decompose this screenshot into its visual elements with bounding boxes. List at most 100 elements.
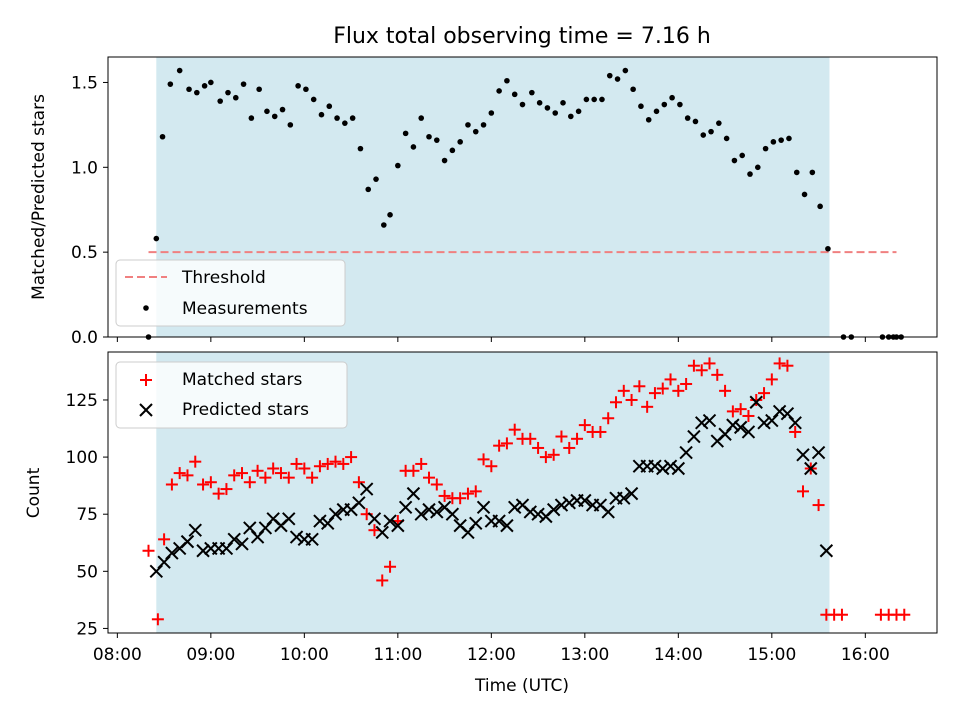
bottom-y-ticks: 25 50 75 100 125 bbox=[66, 391, 108, 639]
matched-star-point bbox=[726, 405, 739, 418]
predicted-star-point bbox=[508, 500, 522, 515]
predicted-star-point bbox=[562, 496, 576, 510]
measurement-point bbox=[418, 115, 425, 121]
predicted-star-point bbox=[188, 523, 202, 537]
measurement-point bbox=[575, 108, 582, 115]
matched-star-point bbox=[407, 464, 420, 477]
matched-star-point bbox=[781, 359, 794, 372]
predicted-stars-legend-marker bbox=[139, 403, 153, 417]
matched-star-point bbox=[251, 464, 264, 477]
matched-star-point bbox=[672, 384, 685, 397]
x-tick-label: 16:00 bbox=[841, 645, 890, 665]
predicted-star-point bbox=[282, 512, 296, 526]
measurement-point bbox=[778, 137, 784, 143]
predicted-star-point bbox=[694, 416, 709, 430]
matched-star-point bbox=[555, 430, 568, 443]
x-tick-label: 09:00 bbox=[186, 645, 235, 665]
x-tick-label: 11:00 bbox=[373, 645, 422, 665]
predicted-star-point bbox=[476, 500, 491, 515]
matched-star-point bbox=[609, 396, 622, 409]
x-tick-label: 08:00 bbox=[93, 645, 142, 665]
measurement-point bbox=[519, 101, 526, 108]
measurements-legend-marker bbox=[143, 305, 149, 311]
predicted-star-point bbox=[554, 498, 569, 512]
bottom-y-tick-label: 100 bbox=[66, 448, 98, 468]
measurement-point bbox=[583, 96, 590, 103]
predicted-star-point bbox=[648, 459, 662, 473]
measurement-point bbox=[754, 164, 761, 171]
top-legend-box bbox=[115, 259, 346, 327]
matched-star-point bbox=[648, 387, 661, 400]
matched-star-point bbox=[750, 393, 763, 406]
matched-star-point bbox=[212, 487, 225, 500]
measurement-point bbox=[653, 108, 660, 115]
bottom-y-tick-label: 125 bbox=[66, 391, 98, 411]
matched-star-point bbox=[477, 453, 490, 466]
matched-star-point bbox=[290, 457, 303, 470]
matched-star-point bbox=[633, 380, 646, 393]
matched-star-point bbox=[734, 403, 747, 416]
matched-star-point bbox=[165, 478, 178, 491]
measurement-point bbox=[402, 130, 409, 137]
predicted-star-point bbox=[733, 420, 748, 435]
measurement-point bbox=[225, 89, 231, 96]
measurement-point bbox=[747, 171, 753, 177]
measurement-point bbox=[630, 86, 636, 93]
matched-star-point bbox=[758, 387, 771, 400]
matched-star-point bbox=[337, 457, 350, 470]
matched-star-point bbox=[236, 467, 249, 480]
measurement-point bbox=[762, 145, 769, 152]
matched-stars-points bbox=[142, 357, 911, 626]
predicted-star-point bbox=[289, 530, 304, 544]
x-tick-label: 13:00 bbox=[560, 645, 609, 665]
measurement-point bbox=[661, 101, 668, 108]
measurement-point bbox=[488, 110, 495, 116]
predicted-star-point bbox=[313, 514, 327, 528]
measurement-point bbox=[465, 122, 471, 128]
predicted-star-point bbox=[375, 525, 389, 540]
x-tick-label: 14:00 bbox=[654, 645, 703, 665]
measurement-point bbox=[801, 191, 808, 198]
measurement-point bbox=[511, 91, 518, 98]
measurement-point bbox=[622, 67, 629, 74]
measurement-point bbox=[373, 176, 379, 182]
top-y-axis-label: Matched/Predicted stars bbox=[29, 94, 49, 300]
threshold-legend-label: Threshold bbox=[181, 268, 266, 288]
matched-star-point bbox=[500, 437, 513, 450]
matched-star-point bbox=[189, 455, 202, 468]
measurement-point bbox=[599, 96, 605, 103]
measurement-point bbox=[817, 203, 823, 210]
matched-star-point bbox=[181, 469, 194, 482]
predicted-star-point bbox=[328, 507, 343, 521]
matched-star-point bbox=[151, 613, 164, 626]
measurement-point bbox=[381, 222, 387, 228]
bottom-legend-box bbox=[115, 361, 348, 429]
measurement-point bbox=[684, 115, 691, 121]
matched-star-point bbox=[454, 492, 467, 505]
matched-star-point bbox=[423, 471, 436, 484]
matched-star-point bbox=[173, 467, 186, 480]
measurements-legend-label: Measurements bbox=[182, 299, 308, 319]
matched-star-point bbox=[602, 412, 615, 425]
matched-star-point bbox=[345, 451, 358, 464]
measurement-point bbox=[334, 115, 340, 121]
predicted-star-point bbox=[398, 500, 413, 515]
measurement-point bbox=[739, 152, 746, 159]
measurement-point bbox=[186, 86, 192, 93]
measurement-point bbox=[279, 106, 286, 113]
predicted-star-point bbox=[726, 418, 740, 432]
measurement-point bbox=[825, 245, 831, 252]
matched-star-point bbox=[485, 460, 498, 473]
matched-star-point bbox=[524, 432, 537, 445]
matched-star-point bbox=[695, 364, 708, 377]
matched-star-point bbox=[243, 476, 256, 489]
matched-star-point bbox=[298, 462, 311, 475]
measurement-point bbox=[318, 111, 325, 118]
matched-star-point bbox=[438, 489, 451, 502]
matched-star-point bbox=[578, 419, 591, 432]
matched-star-point bbox=[493, 439, 506, 452]
x-axis-label: Time (UTC) bbox=[474, 676, 569, 696]
measurement-point bbox=[349, 115, 356, 121]
measurement-point bbox=[194, 89, 200, 96]
